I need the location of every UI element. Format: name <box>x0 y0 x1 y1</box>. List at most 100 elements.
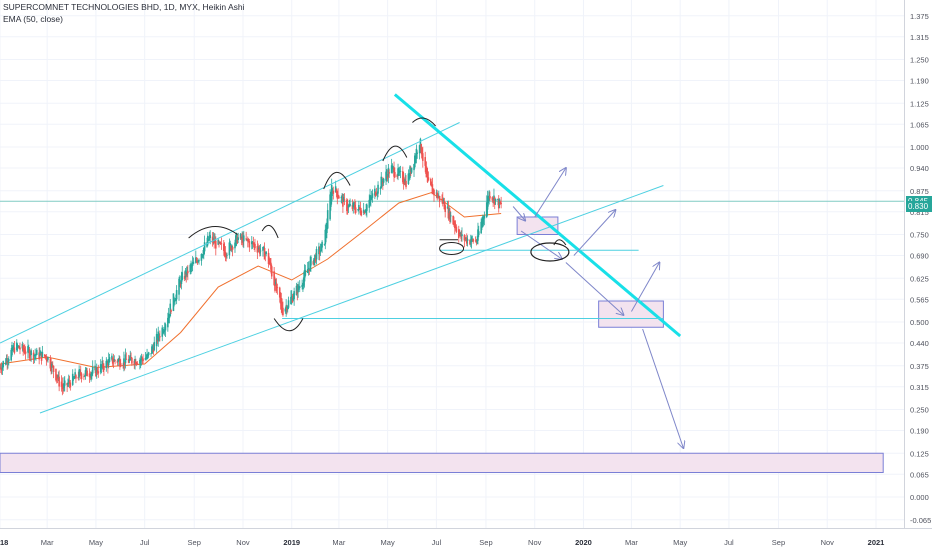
candle-body <box>282 307 284 316</box>
candle-body <box>136 363 139 365</box>
candle-body <box>248 240 251 248</box>
candle-body <box>340 197 343 199</box>
y-tick-label: 1.190 <box>910 77 929 86</box>
candle-body <box>494 198 497 202</box>
candle-body <box>343 199 346 201</box>
chart-grid <box>0 0 904 528</box>
candle-body <box>170 310 172 312</box>
x-tick-label: 2019 <box>283 538 300 547</box>
candle-body <box>500 202 502 205</box>
pivot-arc-top <box>382 145 408 162</box>
pivot-arc-top <box>188 226 238 239</box>
candle-body <box>63 380 66 386</box>
candle-body <box>418 145 421 154</box>
candle-body <box>13 347 16 353</box>
time-axis[interactable]: 2018 Mar May Jul Sep Nov 2019 Mar May Jul Sep Nov 20… <box>0 538 884 547</box>
candle-body <box>489 195 491 199</box>
y-tick-label: 1.000 <box>910 143 929 152</box>
candle-body <box>181 272 184 280</box>
candle-body <box>39 351 42 355</box>
candle-body <box>347 205 350 208</box>
x-tick-label: Sep <box>188 538 201 547</box>
candle-body <box>416 152 419 154</box>
candle-body <box>86 370 88 377</box>
candle-body <box>217 239 220 245</box>
x-tick-label: Jul <box>432 538 442 547</box>
candle-body <box>35 354 37 356</box>
projection-arrow <box>573 210 616 256</box>
candle-body <box>83 376 85 378</box>
x-tick-label: Sep <box>479 538 492 547</box>
candle-body <box>398 171 400 173</box>
x-tick-label: Jul <box>724 538 734 547</box>
candle-body <box>231 246 234 250</box>
candle-body <box>370 197 373 199</box>
candle-body <box>12 345 15 350</box>
lower-channel-line <box>39 185 664 414</box>
x-tick-label: 2018 <box>0 538 8 547</box>
candle-body <box>466 239 469 241</box>
y-tick-label: 1.065 <box>910 120 929 129</box>
candlestick-series <box>0 137 502 396</box>
projection-arrow <box>565 262 624 316</box>
pivot-arc-top <box>323 171 351 190</box>
y-tick-label: 0.065 <box>910 470 929 479</box>
candle-body <box>180 275 183 284</box>
candle-body <box>186 266 188 276</box>
symbol-title[interactable]: SUPERCOMNET TECHNOLOGIES BHD, 1D, MYX, H… <box>3 2 245 12</box>
projection-arrow <box>520 230 562 259</box>
candle-body <box>111 357 114 364</box>
indicator-label[interactable]: EMA (50, close) <box>3 14 63 24</box>
candle-body <box>426 172 429 183</box>
y-tick-label: 0.750 <box>910 231 929 240</box>
candle-body <box>276 287 279 289</box>
candle-body <box>461 234 463 237</box>
candle-body <box>201 254 204 258</box>
candle-body <box>310 256 312 266</box>
candle-body <box>38 352 40 360</box>
candle-body <box>192 261 195 264</box>
candle-body <box>108 357 111 363</box>
y-tick-label: 0.000 <box>910 493 929 502</box>
candle-body <box>287 300 290 308</box>
candle-body <box>298 286 301 288</box>
projection-arrow <box>534 168 566 218</box>
candle-body <box>469 241 472 243</box>
pivot-arc-top <box>261 224 279 239</box>
candle-body <box>314 257 317 262</box>
y-tick-label: 0.315 <box>910 383 929 392</box>
y-tick-label: 0.500 <box>910 318 929 327</box>
x-tick-label: May <box>89 538 103 547</box>
y-tick-label: 0.875 <box>910 187 929 196</box>
candle-body <box>175 290 178 300</box>
y-tick-label: 0.815 <box>910 208 929 217</box>
pivot-ellipse <box>439 242 465 255</box>
candle-body <box>302 284 304 286</box>
candle-body <box>156 340 159 342</box>
pivot-arc-top <box>412 117 436 127</box>
trend-drawings <box>0 93 684 449</box>
candle-body <box>103 366 105 371</box>
candle-body <box>145 357 148 359</box>
candle-body <box>483 215 486 219</box>
candle-body <box>101 360 104 368</box>
candle-body <box>269 261 271 265</box>
price-axis[interactable]: 1.375 1.315 1.250 1.190 1.125 1.065 1.000 0.940… <box>910 12 931 525</box>
candle-body <box>236 236 239 244</box>
candle-body <box>254 243 256 249</box>
candle-body <box>371 193 374 198</box>
candle-body <box>75 375 77 379</box>
y-tick-label: 0.190 <box>910 427 929 436</box>
candle-body <box>286 307 288 311</box>
candle-body <box>475 240 478 244</box>
candle-body <box>281 302 283 314</box>
candle-body <box>140 356 143 361</box>
candle-body <box>203 247 205 256</box>
candle-body <box>19 347 21 350</box>
candle-body <box>460 233 462 239</box>
candle-body <box>208 236 211 240</box>
projection-arrow <box>642 328 684 448</box>
candle-body <box>35 349 38 355</box>
y-tick-label: 0.690 <box>910 252 929 261</box>
